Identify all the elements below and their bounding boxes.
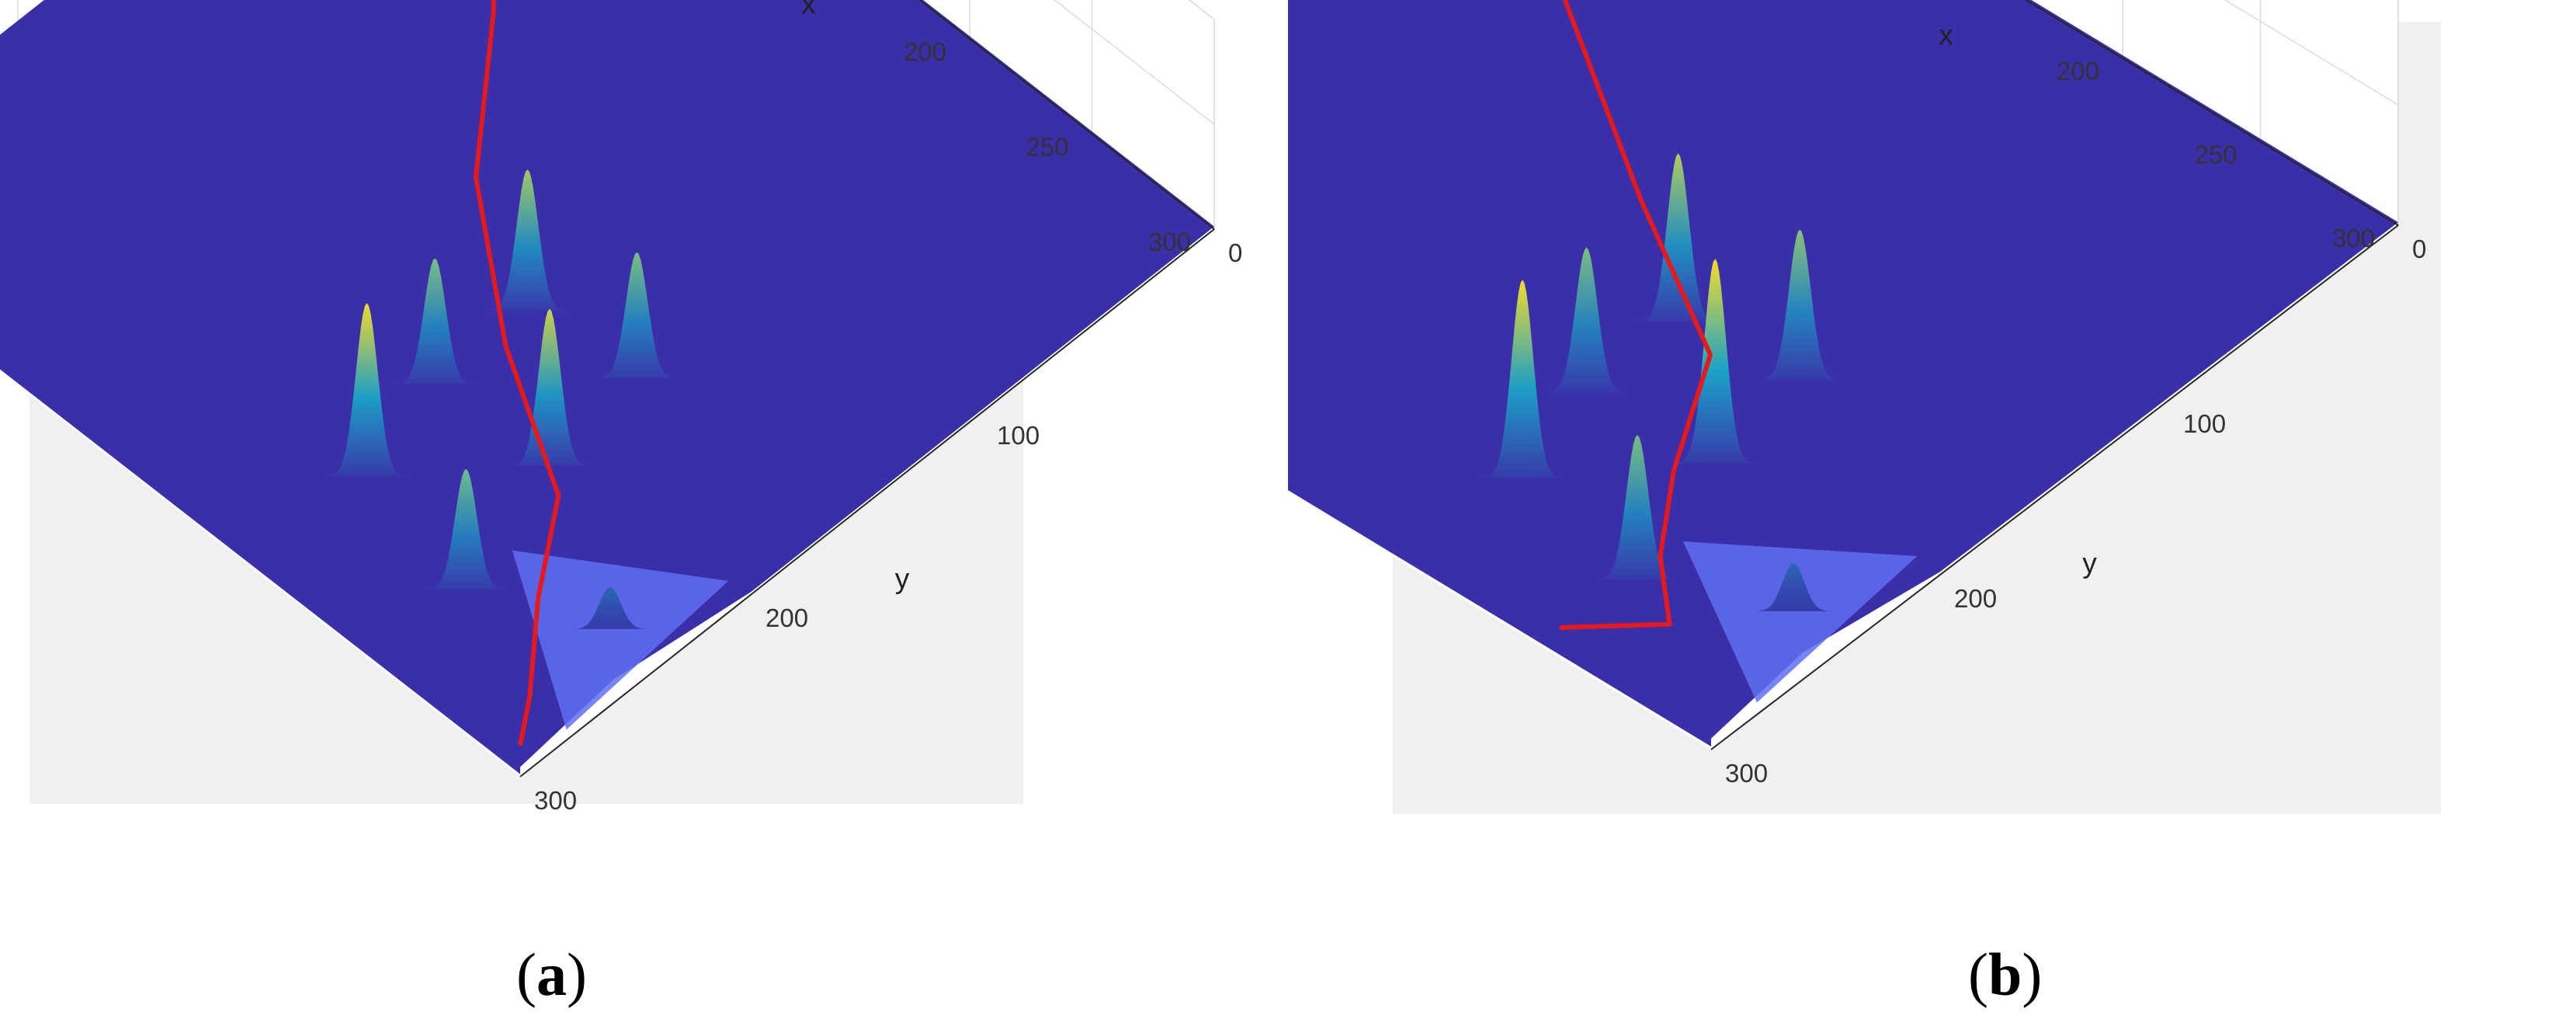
surface-base (0, 0, 1214, 774)
y-tick-label: 0 (2412, 235, 2426, 263)
surface-plot-b: 0240501001502002503000100200300zxy (1288, 0, 2441, 814)
caption-b-letter: b (1988, 941, 2022, 1008)
x-tick-label: 250 (1026, 133, 1068, 162)
peak (328, 303, 406, 476)
peak (571, 587, 649, 629)
x-tick-label: 250 (2194, 141, 2237, 169)
y-tick-label: 200 (1954, 584, 1997, 613)
x-axis-line (918, 0, 1215, 230)
peak (1639, 153, 1717, 322)
peak (1547, 247, 1626, 392)
surface-rim-right (1683, 541, 1918, 703)
peak (1676, 259, 1755, 464)
x-tick-label: 200 (904, 37, 946, 66)
y-tick-label: 0 (1228, 238, 1242, 267)
peak (598, 252, 676, 378)
surface-rim-right (512, 550, 729, 730)
peak (427, 468, 505, 590)
y-axis-line (1710, 224, 2399, 750)
surface-base (1288, 0, 2398, 747)
y-axis-label: y (895, 563, 910, 595)
caption-a-letter: a (536, 941, 567, 1008)
x-tick-label: 300 (1148, 228, 1191, 256)
peak (396, 258, 474, 384)
planned-path (474, 0, 561, 746)
y-tick-label: 300 (534, 786, 577, 815)
peak (1761, 229, 1839, 380)
surface-plot-a: 0240501001502002503000100200300zxy (0, 0, 1242, 815)
caption-b: (b) (1968, 941, 2043, 1008)
peak (510, 308, 589, 466)
x-tick-label: 300 (2332, 224, 2375, 252)
y-tick-label: 300 (1725, 759, 1768, 788)
caption-a: (a) (516, 941, 587, 1008)
y-axis-label: y (2082, 548, 2097, 579)
figure-panel-b: 0240501001502002503000100200300zxy (b) (1288, 0, 2576, 1026)
figure-panel-a: 0240501001502002503000100200300zxy (a) (0, 0, 1242, 1008)
peak (1598, 435, 1677, 579)
x-axis-label: x (1939, 19, 1953, 51)
x-axis-label: x (801, 0, 816, 20)
peak (1483, 280, 1562, 478)
y-axis-line (519, 228, 1215, 777)
peak (488, 169, 567, 311)
y-tick-label: 200 (766, 603, 808, 632)
y-tick-label: 100 (2183, 409, 2226, 438)
x-axis-line (2025, 0, 2399, 226)
peak (1754, 563, 1833, 611)
axis-lines (519, 0, 1215, 777)
x-tick-label: 200 (2057, 57, 2099, 85)
y-tick-label: 100 (997, 421, 1040, 450)
x-tick-label: 150 (1918, 0, 1961, 2)
planned-path (1559, 0, 1713, 630)
axis-lines (1710, 0, 2399, 750)
